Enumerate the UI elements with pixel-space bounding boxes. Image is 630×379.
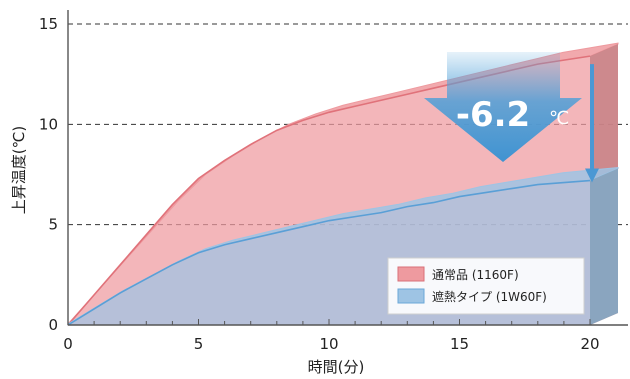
y-tick-label: 5: [48, 216, 58, 234]
y-tick-label: 0: [48, 316, 58, 334]
difference-arrow-shape: [424, 52, 582, 162]
x-tick-label: 5: [194, 335, 204, 353]
x-tick-label: 20: [580, 335, 599, 353]
legend: 通常品 (1160F) 遮熱タイプ (1W60F): [387, 257, 585, 315]
y-axis-label: 上昇温度(℃): [10, 126, 28, 215]
difference-value: -6.2: [456, 95, 530, 135]
series-side-face-1: [590, 168, 618, 325]
difference-arrow-head: [585, 168, 599, 183]
x-tick-label: 10: [319, 335, 338, 353]
legend-label-1: 遮熱タイプ (1W60F): [432, 289, 547, 304]
difference-annotation: -6.2 ℃: [424, 52, 599, 183]
tick-labels: 0 5 10 15 20 0 5 10 15: [39, 15, 600, 353]
axes: [67, 10, 628, 326]
legend-swatch-1: [397, 288, 425, 304]
y-tick-label: 15: [39, 15, 58, 33]
difference-unit: ℃: [549, 108, 569, 129]
series-line-1: [67, 179, 591, 326]
legend-box: [387, 257, 585, 315]
legend-label-0: 通常品 (1160F): [432, 268, 519, 282]
x-tick-label: 0: [63, 335, 73, 353]
x-tick-label: 15: [450, 335, 469, 353]
y-tick-label: 10: [39, 115, 58, 133]
legend-swatch-0: [397, 266, 425, 282]
x-axis-label: 時間(分): [308, 358, 365, 376]
